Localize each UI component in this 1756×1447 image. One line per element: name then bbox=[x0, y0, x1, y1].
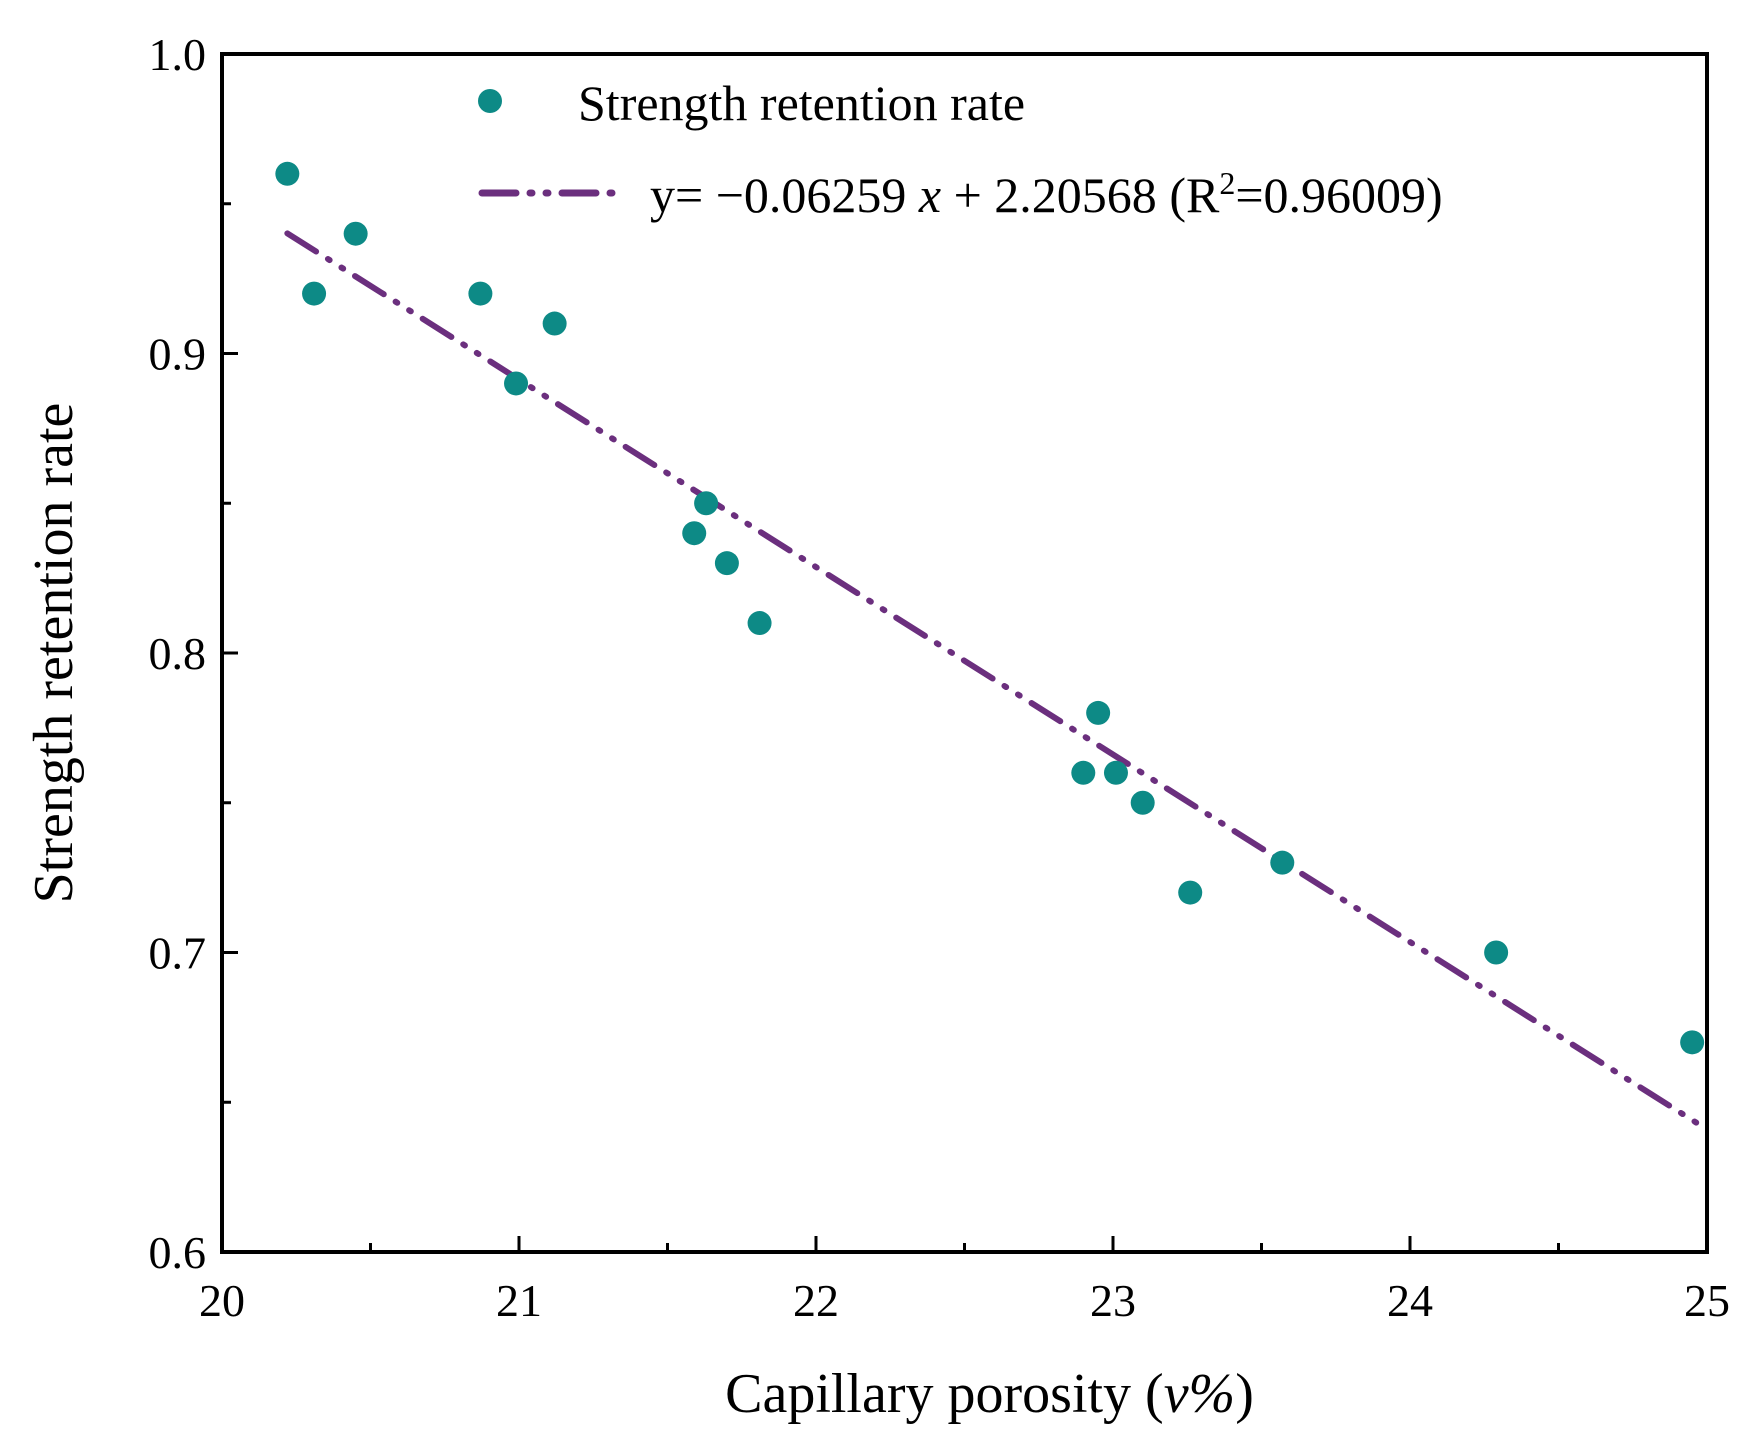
y-tick-label: 0.7 bbox=[149, 928, 207, 979]
scatter-point bbox=[275, 161, 300, 186]
legend-fit-var: x bbox=[918, 167, 941, 223]
x-tick-label: 22 bbox=[793, 1275, 839, 1326]
x-tick-label: 20 bbox=[199, 1275, 245, 1326]
legend: Strength retention rate y= −0.06259 x + … bbox=[478, 75, 1443, 223]
legend-marker-scatter bbox=[478, 89, 502, 113]
scatter-point bbox=[1086, 700, 1111, 725]
scatter-point bbox=[1130, 790, 1155, 815]
scatter-point bbox=[1680, 1030, 1705, 1055]
legend-fit-prefix: y= − bbox=[650, 167, 744, 223]
scatter-point bbox=[1484, 940, 1509, 965]
x-tick-label: 21 bbox=[496, 1275, 542, 1326]
legend-r2-sup: 2 bbox=[1219, 165, 1235, 201]
legend-fit-gap bbox=[1157, 167, 1170, 223]
scatter-point bbox=[542, 311, 567, 336]
scatter-point bbox=[302, 281, 327, 306]
y-tick-label: 1.0 bbox=[149, 29, 207, 80]
x-tick-label: 25 bbox=[1684, 1275, 1730, 1326]
y-tick-label: 0.8 bbox=[149, 628, 207, 679]
x-axis-title-end: ) bbox=[1235, 1363, 1254, 1425]
legend-fit-space bbox=[906, 167, 919, 223]
y-tick-label: 0.6 bbox=[149, 1227, 207, 1278]
y-tick-label: 0.9 bbox=[149, 329, 207, 380]
axis-ticks bbox=[220, 52, 1709, 1254]
scatter-point bbox=[504, 371, 529, 396]
scatter-point bbox=[1103, 760, 1128, 785]
scatter-point bbox=[747, 611, 772, 636]
scatter-point bbox=[1178, 880, 1203, 905]
scatter-points bbox=[275, 161, 1705, 1055]
legend-label-scatter: Strength retention rate bbox=[578, 75, 1025, 131]
legend-r2-close: =0.96009) bbox=[1235, 167, 1442, 223]
scatter-point bbox=[682, 521, 707, 546]
legend-r2-open: (R bbox=[1169, 167, 1220, 223]
plot-frame bbox=[220, 52, 1709, 1254]
legend-fit-coef: 0.06259 bbox=[744, 167, 907, 223]
scatter-point bbox=[343, 221, 368, 246]
scatter-point bbox=[694, 491, 719, 516]
x-tick-label: 23 bbox=[1090, 1275, 1136, 1326]
legend-fit-suffix: + 2.20568 bbox=[941, 167, 1157, 223]
scatter-point bbox=[1071, 760, 1096, 785]
x-axis-title: Capillary porosity (v%) bbox=[725, 1363, 1254, 1425]
scatter-point bbox=[714, 551, 739, 576]
scatter-point bbox=[1270, 850, 1295, 875]
x-axis-title-main: Capillary porosity ( bbox=[725, 1363, 1164, 1425]
y-axis-title: Strength retention rate bbox=[23, 403, 85, 904]
scatter-point bbox=[468, 281, 493, 306]
legend-label-fit-line: y= −0.06259 x + 2.20568 (R2=0.96009) bbox=[650, 165, 1443, 223]
x-tick-label: 24 bbox=[1387, 1275, 1433, 1326]
fit-line-group bbox=[284, 230, 1702, 1127]
x-axis-title-unit: v% bbox=[1164, 1363, 1236, 1425]
fit-line bbox=[284, 230, 1702, 1127]
